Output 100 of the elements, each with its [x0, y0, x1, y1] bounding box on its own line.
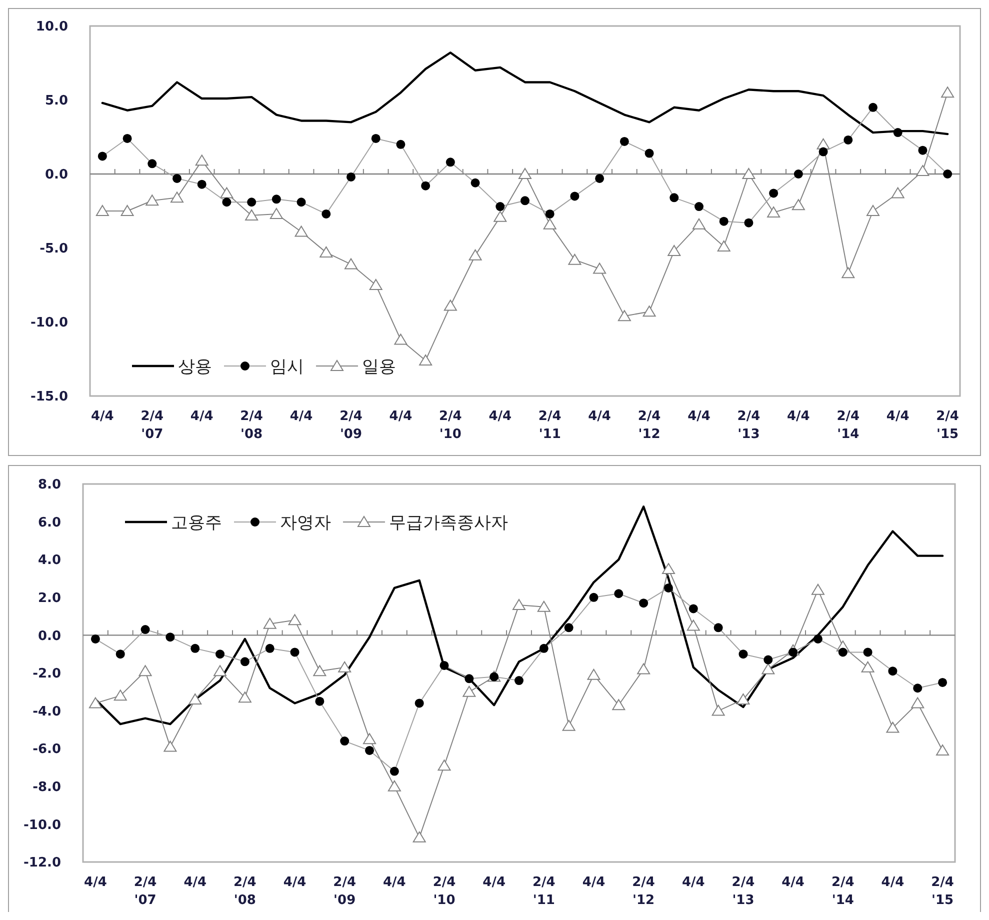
x-tick-label: 4/4	[184, 875, 207, 890]
point	[322, 209, 331, 218]
point	[188, 693, 202, 704]
x-tick-label: 2/4 '15	[936, 409, 959, 442]
point	[941, 86, 954, 98]
y-tick-label: -5.0	[40, 242, 68, 257]
y-tick-label: 5.0	[44, 94, 68, 109]
point	[587, 668, 600, 680]
point	[238, 692, 252, 703]
point	[595, 174, 604, 183]
x-tick-label: 2/4 '13	[737, 409, 760, 442]
point	[570, 192, 580, 201]
point	[294, 226, 308, 237]
x-tick-label: 4/4	[488, 409, 512, 424]
point	[911, 697, 924, 708]
y-tick-label: 4.0	[38, 553, 61, 568]
point	[886, 722, 900, 733]
point	[712, 704, 725, 716]
x-tick-label: 4/4	[582, 875, 606, 890]
point	[340, 736, 350, 746]
point	[414, 698, 424, 708]
x-tick-label: 2/4 '08	[234, 875, 256, 908]
point	[742, 168, 756, 179]
point	[195, 154, 208, 166]
point	[170, 192, 184, 203]
point	[736, 693, 750, 704]
point	[438, 760, 451, 771]
x-tick-label: 4/4	[782, 875, 804, 890]
point	[394, 334, 408, 345]
point	[811, 584, 824, 595]
point	[714, 623, 723, 632]
y-tick-label: -8.0	[32, 780, 61, 795]
point	[514, 676, 524, 686]
point	[396, 140, 406, 149]
point	[444, 300, 457, 311]
point	[664, 583, 673, 592]
point	[614, 589, 624, 598]
point	[220, 187, 234, 198]
y-tick-label: -6.0	[32, 742, 61, 758]
point	[290, 648, 300, 657]
x-tick-label: 2/4 '10	[432, 875, 456, 908]
point	[719, 216, 728, 226]
point	[390, 766, 399, 776]
point	[247, 198, 256, 207]
point	[116, 650, 125, 659]
point	[214, 665, 227, 676]
point	[494, 210, 507, 222]
point	[440, 660, 449, 670]
point	[767, 206, 780, 218]
point	[412, 831, 426, 842]
x-tick-label: 2/4 '11	[538, 409, 562, 442]
point	[419, 354, 432, 366]
x-tick-label: 2/4 '07	[134, 875, 157, 908]
point	[470, 178, 480, 188]
point	[537, 600, 550, 612]
x-tick-label: 4/4	[84, 875, 107, 890]
point	[122, 134, 132, 143]
point	[288, 614, 302, 626]
point	[96, 205, 109, 216]
legend-label: 자영자	[280, 513, 331, 533]
point	[612, 699, 626, 710]
point	[114, 690, 127, 701]
point	[764, 655, 773, 664]
point	[164, 740, 177, 752]
point	[562, 720, 576, 731]
point	[197, 180, 206, 189]
x-tick-label: 4/4	[91, 409, 114, 424]
x-tick-label: 2/4 '08	[240, 409, 263, 442]
x-tick-label: 4/4	[688, 409, 710, 424]
point	[520, 196, 530, 206]
legend-label: 무급가족종사자	[389, 513, 508, 533]
point	[868, 102, 878, 112]
x-tick-label: 2/4 '11	[532, 875, 556, 908]
point	[842, 267, 855, 278]
point	[943, 170, 952, 178]
point	[792, 199, 805, 210]
point	[270, 208, 283, 219]
point	[589, 592, 598, 602]
point	[98, 152, 107, 161]
point	[245, 209, 258, 220]
point	[338, 661, 352, 672]
point	[518, 168, 532, 179]
point	[918, 146, 928, 155]
y-tick-label: -12.0	[24, 856, 61, 871]
point	[296, 198, 306, 207]
x-tick-label: 4/4	[383, 875, 406, 890]
point	[369, 279, 382, 290]
point	[120, 205, 134, 216]
x-tick-label: 4/4	[588, 409, 611, 424]
x-tick-label: 4/4	[682, 875, 705, 890]
point	[222, 198, 232, 207]
point	[644, 148, 654, 158]
x-tick-label: 2/4 '14	[836, 409, 860, 442]
point	[637, 663, 650, 674]
x-tick-label: 4/4	[886, 409, 910, 424]
point	[545, 209, 554, 218]
y-tick-label: 10.0	[36, 20, 68, 35]
point	[717, 240, 730, 252]
y-tick-label: -10.0	[24, 818, 61, 833]
point	[421, 181, 430, 190]
